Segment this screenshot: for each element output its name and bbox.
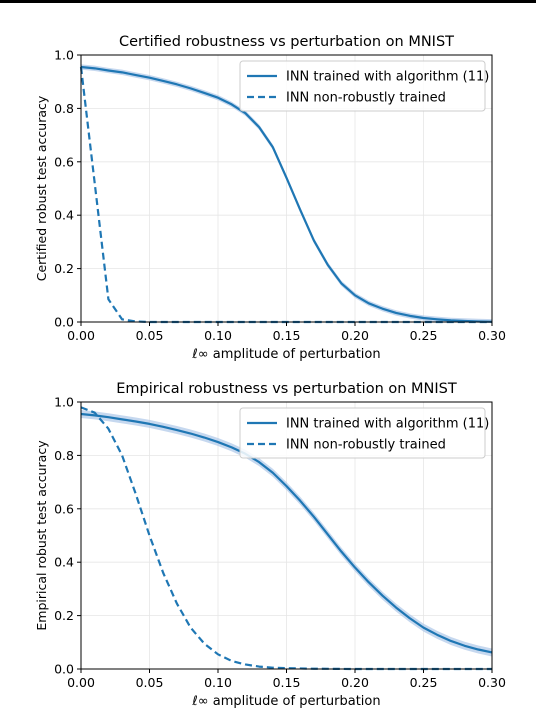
x-tick-label: 0.00 [67, 328, 95, 343]
chart-title: Empirical robustness vs perturbation on … [116, 381, 457, 397]
chart-panel-1: 0.00 0.05 0.10 0.15 0.20 0.25 0.30 0.0 0.2 0.4 0.6… [34, 34, 506, 362]
y-tick-label: 0.6 [54, 501, 74, 516]
y-tick-label: 1.0 [54, 48, 74, 63]
x-tick-label: 0.30 [478, 675, 506, 690]
y-tick-label: 0.4 [54, 208, 74, 223]
legend-label: INN non-robustly trained [286, 438, 446, 453]
y-tick-label: 0.8 [54, 101, 74, 116]
x-tick-label: 0.25 [410, 675, 438, 690]
y-tick-label: 0.2 [54, 261, 74, 276]
x-tick-label: 0.05 [136, 675, 164, 690]
x-tick-label: 0.25 [410, 328, 438, 343]
x-tick-label: 0.10 [204, 328, 232, 343]
chart-title: Certified robustness vs perturbation on … [119, 34, 454, 50]
series-line-algorithm-11 [80, 412, 493, 654]
y-tick-label: 0.2 [54, 608, 74, 623]
x-axis-label: ℓ∞ amplitude of perturbation [191, 347, 380, 362]
x-tick-label: 0.10 [204, 675, 232, 690]
x-tick-label: 0.00 [67, 675, 95, 690]
legend: INN trained with algorithm (11) INN non-r… [239, 407, 489, 459]
legend-label: INN trained with algorithm (11) [286, 70, 489, 85]
chart-panel-2: 0.00 0.05 0.10 0.15 0.20 0.25 0.30 0.0 0.2 0.4 0.6… [34, 381, 506, 708]
series-line-non-robust [80, 406, 492, 671]
legend-box [239, 407, 486, 459]
y-tick-label: 0.6 [54, 154, 74, 169]
x-tick-label: 0.20 [341, 675, 369, 690]
top-edge-bar [0, 0, 536, 3]
y-tick-label: 0.4 [54, 555, 74, 570]
x-axis-label: ℓ∞ amplitude of perturbation [191, 694, 380, 708]
y-axis-label: Empirical robust test accuracy [34, 440, 49, 631]
x-tick-label: 0.20 [341, 328, 369, 343]
x-tick-label: 0.15 [273, 675, 301, 690]
legend-label: INN non-robustly trained [286, 91, 446, 106]
y-tick-label: 0.0 [54, 315, 74, 330]
y-tick-label: 0.8 [54, 448, 74, 463]
legend-box [239, 60, 486, 112]
x-tick-label: 0.05 [136, 328, 164, 343]
y-tick-label: 1.0 [54, 395, 74, 410]
legend-label: INN trained with algorithm (11) [286, 417, 489, 432]
y-axis-label: Certified robust test accuracy [34, 95, 49, 281]
x-tick-label: 0.30 [478, 328, 506, 343]
series-line-algorithm-11 [80, 65, 493, 323]
legend: INN trained with algorithm (11) INN non-r… [239, 60, 489, 112]
x-tick-label: 0.15 [273, 328, 301, 343]
y-tick-label: 0.0 [54, 662, 74, 677]
